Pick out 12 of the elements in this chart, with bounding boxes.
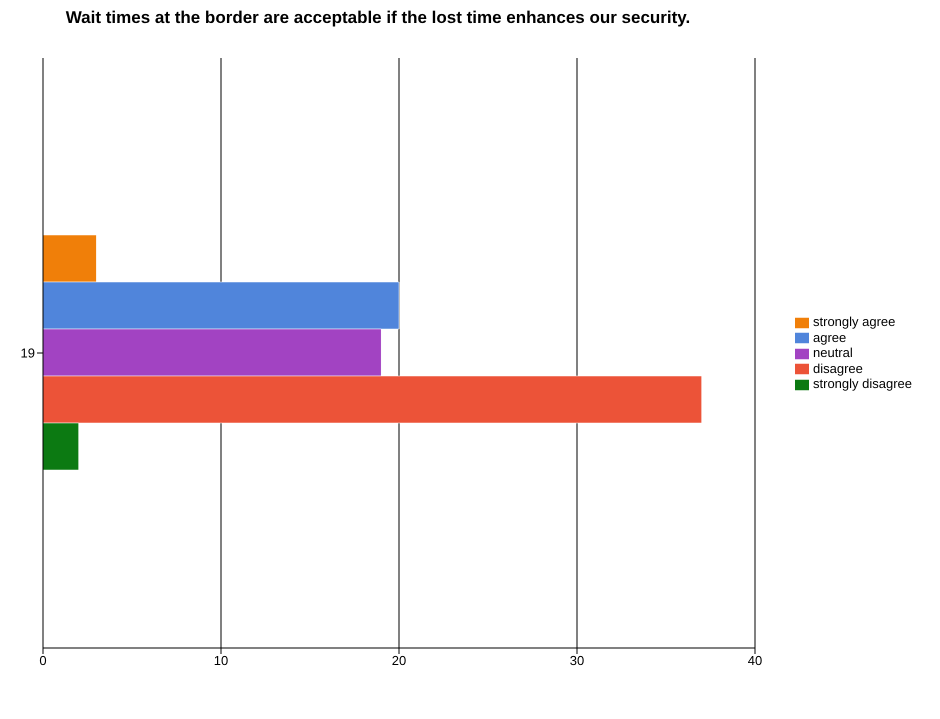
- legend-label: agree: [813, 330, 846, 345]
- x-tick-label: 0: [39, 653, 47, 668]
- chart-title: Wait times at the border are acceptable if the lost time enhances our security.: [64, 8, 692, 28]
- legend-label: strongly agree: [813, 314, 896, 330]
- legend-label: disagree: [813, 360, 863, 376]
- x-tick-label: 10: [214, 653, 228, 668]
- legend-label: strongly disagree: [813, 376, 912, 392]
- y-tick-label: 19: [20, 346, 35, 361]
- legend-label: neutral: [813, 345, 853, 360]
- x-tick-label: 40: [748, 653, 762, 668]
- x-tick-label: 20: [392, 653, 406, 668]
- x-tick-label: 30: [570, 653, 584, 668]
